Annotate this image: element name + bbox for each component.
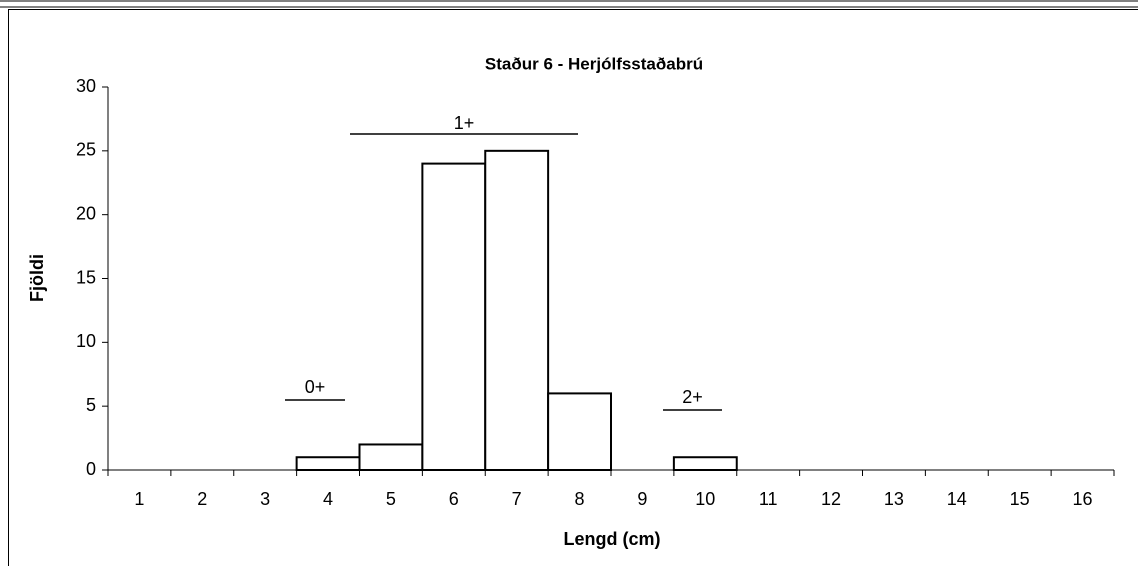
x-tick-label: 8: [575, 489, 585, 509]
x-tick-label: 4: [323, 489, 333, 509]
x-tick-label: 15: [1010, 489, 1030, 509]
bar: [547, 392, 612, 471]
x-tick-label: 3: [260, 489, 270, 509]
x-tick-label: 14: [947, 489, 967, 509]
y-tick-label: 10: [76, 331, 96, 351]
x-tick-label: 1: [134, 489, 144, 509]
x-axis-label: Lengd (cm): [564, 529, 661, 549]
annotation: 2+: [682, 387, 703, 407]
bar: [484, 149, 550, 471]
bar: [295, 456, 361, 472]
x-tick-label: 5: [386, 489, 396, 509]
y-tick-label: 20: [76, 203, 96, 223]
chart-title: Staður 6 - Herjólfsstaðabrú: [485, 54, 703, 73]
bar: [672, 456, 738, 472]
x-tick-label: 16: [1073, 489, 1093, 509]
y-axis-label: Fjöldi: [27, 254, 47, 302]
y-tick-label: 5: [86, 395, 96, 415]
bar: [358, 443, 424, 472]
y-tick-label: 30: [76, 76, 96, 96]
x-tick-label: 13: [884, 489, 904, 509]
annotation: 0+: [305, 377, 326, 397]
annotation: 1+: [454, 113, 475, 133]
x-tick-label: 12: [821, 489, 841, 509]
x-tick-label: 11: [759, 489, 778, 509]
x-tick-label: 7: [512, 489, 522, 509]
bar: [421, 162, 487, 471]
y-tick-label: 15: [76, 267, 96, 287]
x-tick-label: 10: [695, 489, 715, 509]
x-tick-label: 9: [637, 489, 647, 509]
x-tick-label: 6: [449, 489, 459, 509]
y-tick-label: 25: [76, 140, 96, 160]
x-tick-label: 2: [197, 489, 207, 509]
y-tick-label: 0: [86, 459, 96, 479]
